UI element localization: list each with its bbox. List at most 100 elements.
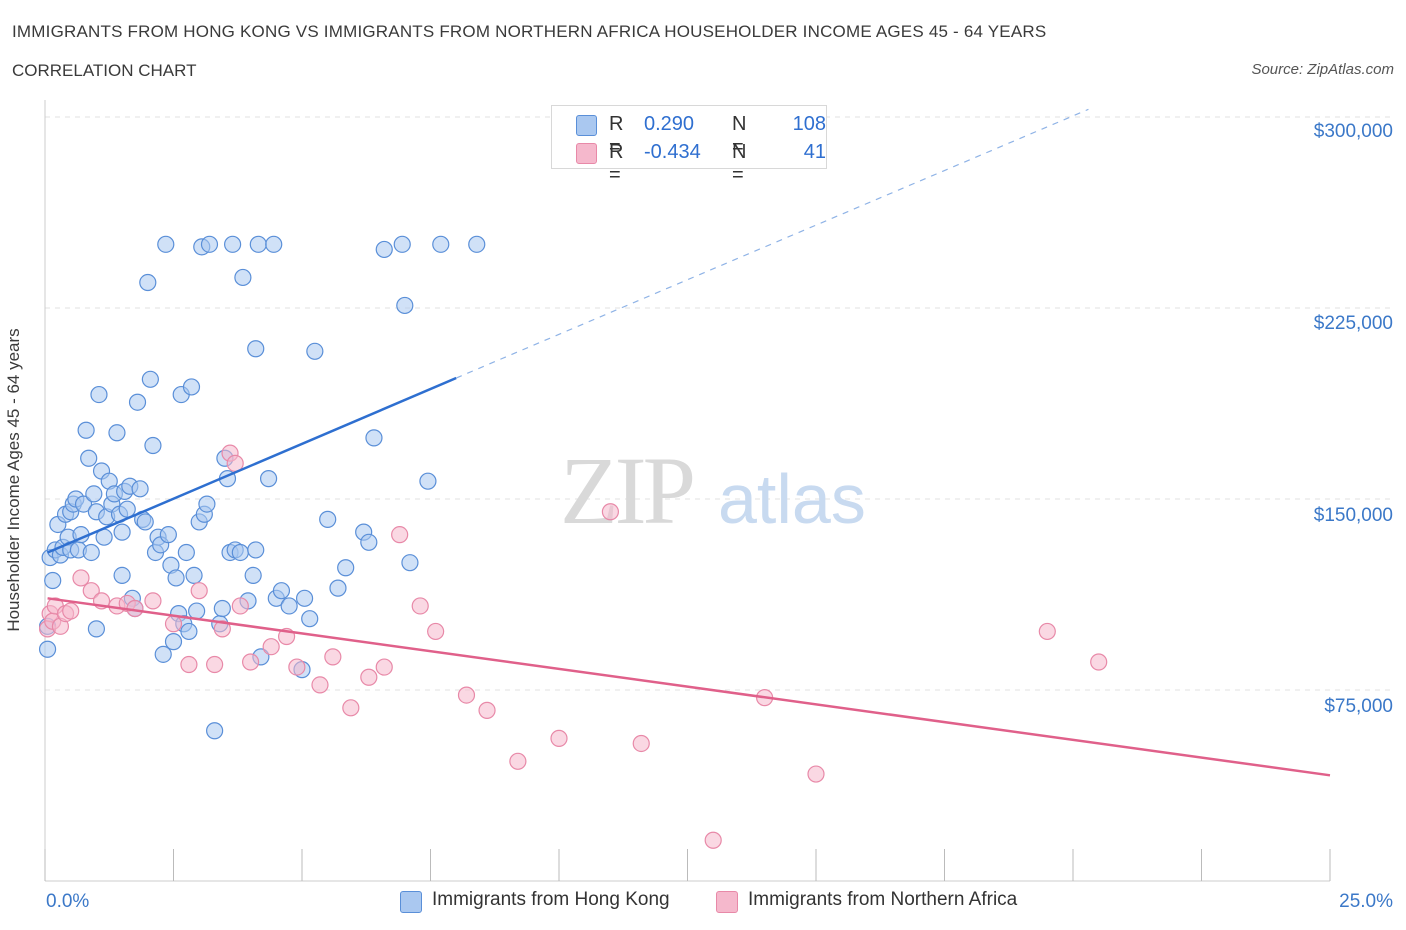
northern-africa-point (1090, 653, 1108, 671)
hong-kong-point (159, 526, 177, 544)
legend-r-value: 0.290 (644, 113, 695, 135)
northern-africa-point (180, 655, 198, 674)
hong-kong-point (87, 620, 106, 638)
hong-kong-point (44, 571, 62, 590)
northern-africa-point (457, 686, 476, 704)
northern-africa-point (242, 653, 260, 671)
hong-kong-point (396, 296, 414, 315)
hong-kong-point (182, 378, 201, 396)
hong-kong-point (77, 421, 95, 439)
northern-africa-point (391, 526, 409, 544)
hong-kong-point (213, 599, 231, 618)
y-tick-75000: $75,000 (1324, 696, 1393, 717)
watermark-atlas: atlas (718, 460, 866, 538)
legend-swatch-hong-kong (576, 115, 597, 136)
northern-africa-point (807, 765, 825, 783)
northern-africa-point (62, 602, 80, 620)
hong-kong-point (128, 393, 147, 411)
northern-africa-point (190, 582, 208, 600)
hong-kong-point (319, 510, 337, 528)
hong-kong-point (272, 582, 291, 600)
hong-kong-point (108, 424, 126, 442)
hong-kong-point (82, 543, 100, 562)
hong-kong-point (80, 449, 98, 467)
hong-kong-point (177, 543, 195, 562)
northern-africa-point (311, 676, 329, 694)
hong-kong-point (280, 597, 298, 615)
northern-africa-point (288, 658, 306, 676)
bottom-legend-swatch-northern-africa (716, 891, 738, 913)
hong-kong-point (154, 645, 172, 663)
hong-kong-point (249, 235, 267, 253)
hong-kong-point (337, 559, 355, 577)
northern-africa-point (632, 734, 650, 753)
hong-kong-point (234, 268, 252, 287)
hong-kong-point (244, 566, 262, 585)
x-tick-min: 0.0% (46, 891, 90, 912)
northern-africa-point (550, 729, 568, 747)
y-tick-150000: $150,000 (1313, 505, 1393, 526)
legend-n-label: N = (732, 141, 747, 186)
hong-kong-point (188, 602, 206, 620)
northern-africa-point (82, 582, 100, 600)
hong-kong-point (432, 235, 450, 253)
hong-kong-point (301, 610, 319, 628)
hong-kong-point (136, 513, 154, 531)
legend-r-label: R = (609, 113, 624, 158)
y-tick-225000: $225,000 (1313, 313, 1393, 334)
hong-kong-point (200, 235, 219, 253)
bottom-legend-label: Immigrants from Hong Kong (432, 889, 670, 910)
hong-kong-point (198, 495, 216, 513)
northern-africa-point (144, 592, 162, 610)
northern-africa-point (704, 831, 722, 849)
hong-kong-point (365, 429, 383, 447)
legend-r-label: R = (609, 141, 624, 186)
hong-kong-point (375, 240, 393, 259)
hong-kong-point (468, 235, 486, 253)
hong-kong-point (139, 273, 157, 292)
hong-kong-point (329, 579, 347, 597)
hong-kong-point (164, 633, 183, 651)
northern-africa-point (213, 620, 231, 638)
hong-kong-point (38, 640, 57, 658)
northern-africa-point (427, 622, 445, 641)
hong-kong-point (247, 340, 265, 358)
hong-kong-point (259, 470, 278, 488)
northern-africa-point (375, 658, 393, 676)
northern-africa-point (324, 648, 342, 666)
legend-n-value: 108 (792, 113, 826, 135)
hong-kong-point (393, 235, 411, 253)
hong-kong-point (306, 342, 324, 360)
correlation-legend: R = 0.290 N = 108 R = -0.434 N = 41 (551, 105, 827, 186)
northern-africa-point (478, 701, 496, 719)
northern-africa-point (411, 597, 429, 615)
legend-n-label: N = (732, 113, 747, 158)
northern-africa-point (342, 699, 360, 717)
northern-africa-point (601, 503, 620, 521)
northern-africa-point (164, 615, 183, 633)
hong-kong-point (419, 472, 437, 490)
northern-africa-point (206, 655, 224, 674)
hong-kong-point (265, 235, 283, 253)
chart-title: IMMIGRANTS FROM HONG KONG VS IMMIGRANTS … (12, 22, 1047, 41)
watermark-zip: ZIP (560, 437, 693, 544)
hong-kong-point (74, 495, 93, 513)
hong-kong-point (180, 622, 198, 641)
hong-kong-point (247, 541, 265, 559)
y-tick-300000: $300,000 (1313, 121, 1393, 142)
hong-kong-point (131, 480, 149, 498)
hong-kong-point (401, 554, 419, 572)
hong-kong-point (167, 569, 185, 587)
bottom-legend-swatch-hong-kong (400, 891, 422, 913)
source-credit: Source: ZipAtlas.com (1251, 61, 1394, 78)
northern-africa-trendline (47, 597, 1331, 777)
northern-africa-point (360, 668, 378, 686)
hong-kong-point (113, 523, 131, 541)
hong-kong-point (113, 566, 131, 585)
hong-kong-point (90, 385, 108, 404)
hong-kong-point (360, 533, 378, 551)
bottom-legend-label: Immigrants from Northern Africa (748, 889, 1018, 910)
hong-kong-point (144, 436, 162, 455)
hong-kong-point (231, 543, 249, 562)
